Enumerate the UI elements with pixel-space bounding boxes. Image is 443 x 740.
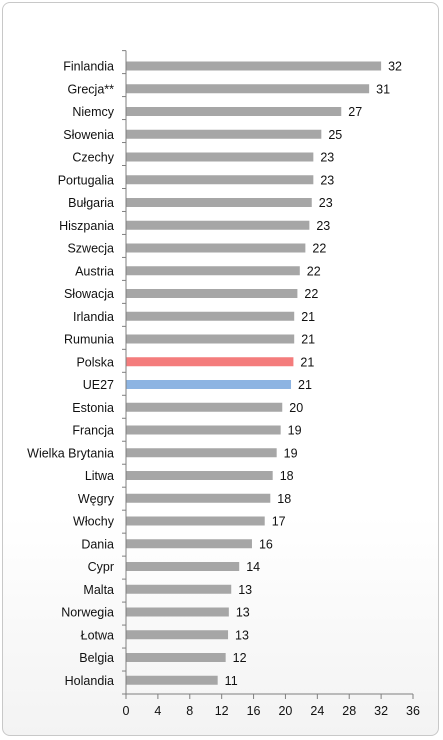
value-label-slowenia: 25: [328, 128, 342, 142]
bar-malta: [126, 584, 232, 594]
category-label-ue27: UE27: [83, 378, 114, 392]
bar-cypr: [126, 562, 240, 571]
value-label-wlochy: 17: [272, 515, 286, 529]
x-tick-label-4: 4: [154, 704, 161, 718]
category-label-hiszpania: Hiszpania: [59, 219, 114, 233]
value-label-polska: 21: [300, 355, 314, 369]
bar-ue27: [126, 380, 292, 389]
value-label-slowacja: 22: [304, 287, 318, 301]
category-label-wielka-brytania: Wielka Brytania: [27, 446, 114, 460]
value-label-lotwa: 13: [235, 628, 249, 642]
bar-hiszpania: [126, 220, 310, 230]
value-label-rumunia: 21: [301, 333, 315, 347]
bar-grecja: [126, 84, 370, 94]
bar-polska: [126, 357, 294, 367]
bar-irlandia: [126, 311, 295, 321]
value-label-szwecja: 22: [312, 242, 326, 256]
category-label-szwecja: Szwecja: [67, 242, 114, 256]
bar-litwa: [126, 471, 273, 480]
x-tick-label-28: 28: [342, 704, 356, 718]
bar-bulgaria: [126, 198, 312, 207]
bar-slowenia: [126, 129, 322, 139]
category-label-irlandia: Irlandia: [73, 310, 114, 324]
bar-norwegia: [126, 607, 229, 617]
x-tick-label-20: 20: [278, 704, 292, 718]
value-label-wegry: 18: [277, 492, 291, 506]
bar-slowacja: [126, 289, 298, 298]
category-label-slowacja: Słowacja: [64, 287, 114, 301]
x-tick-label-32: 32: [374, 704, 388, 718]
x-tick-label-12: 12: [215, 704, 229, 718]
bar-holandia: [126, 675, 218, 685]
category-label-grecja: Grecja**: [67, 82, 114, 96]
bar-estonia: [126, 402, 283, 412]
bar-austria: [126, 266, 300, 276]
bar-wielka-brytania: [126, 448, 277, 458]
value-label-cypr: 14: [246, 560, 260, 574]
category-label-wlochy: Włochy: [73, 515, 115, 529]
value-label-bulgaria: 23: [319, 196, 333, 210]
value-label-litwa: 18: [280, 469, 294, 483]
bar-wlochy: [126, 516, 265, 526]
value-label-wielka-brytania: 19: [284, 446, 298, 460]
value-label-malta: 13: [238, 583, 252, 597]
value-label-grecja: 31: [376, 82, 390, 96]
value-label-norwegia: 13: [236, 606, 250, 620]
category-label-finlandia: Finlandia: [63, 60, 114, 74]
value-label-ue27: 21: [298, 378, 312, 392]
bar-portugalia: [126, 175, 314, 185]
category-label-dania: Dania: [81, 537, 114, 551]
category-label-rumunia: Rumunia: [64, 333, 114, 347]
value-label-irlandia: 21: [301, 310, 315, 324]
category-label-lotwa: Łotwa: [81, 628, 114, 642]
value-label-niemcy: 27: [348, 105, 362, 119]
category-labels: Finlandia Grecja** Niemcy Słowenia Czechy Por…: [27, 60, 115, 688]
bar-rumunia: [126, 334, 295, 344]
x-tick-label-8: 8: [186, 704, 193, 718]
category-label-slowenia: Słowenia: [63, 128, 114, 142]
value-label-estonia: 20: [289, 401, 303, 415]
category-label-cypr: Cypr: [88, 560, 114, 574]
category-label-austria: Austria: [75, 264, 114, 278]
category-label-holandia: Holandia: [65, 674, 114, 688]
bar-szwecja: [126, 243, 306, 253]
value-label-austria: 22: [307, 264, 321, 278]
value-label-dania: 16: [259, 537, 273, 551]
bars-layer: [126, 61, 382, 685]
bar-wegry: [126, 493, 271, 503]
bar-belgia: [126, 653, 226, 662]
category-label-czechy: Czechy: [72, 151, 114, 165]
category-label-belgia: Belgia: [79, 651, 114, 665]
category-label-malta: Malta: [83, 583, 114, 597]
bar-dania: [126, 539, 252, 549]
category-label-polska: Polska: [76, 355, 114, 369]
bar-finlandia: [126, 61, 382, 71]
x-tick-label-36: 36: [406, 704, 420, 718]
value-label-czechy: 23: [320, 151, 334, 165]
category-label-francja: Francja: [72, 424, 114, 438]
value-label-portugalia: 23: [320, 173, 334, 187]
category-label-norwegia: Norwegia: [61, 606, 114, 620]
value-label-francja: 19: [288, 424, 302, 438]
bar-czechy: [126, 152, 314, 162]
bar-lotwa: [126, 630, 229, 640]
value-label-holandia: 11: [225, 674, 238, 688]
category-label-bulgaria: Bułgaria: [68, 196, 114, 210]
category-label-litwa: Litwa: [85, 469, 114, 483]
value-label-hiszpania: 23: [316, 219, 330, 233]
bar-niemcy: [126, 107, 342, 116]
category-label-estonia: Estonia: [72, 401, 114, 415]
value-labels: 32 31 27 25 23 23 23 23 22 22 22 21 21 21 21 20 19 19 18 18…: [225, 60, 402, 688]
x-tick-label-24: 24: [310, 704, 324, 718]
x-tick-label-0: 0: [123, 704, 130, 718]
x-tick-label-16: 16: [247, 704, 261, 718]
value-label-belgia: 12: [233, 651, 247, 665]
category-label-niemcy: Niemcy: [72, 105, 114, 119]
category-label-wegry: Węgry: [78, 492, 115, 506]
bar-francja: [126, 425, 281, 435]
category-label-portugalia: Portugalia: [58, 173, 114, 187]
value-label-finlandia: 32: [388, 60, 402, 74]
x-axis: 0 4 8 12 16 20 24 28 32 36: [122, 50, 420, 718]
